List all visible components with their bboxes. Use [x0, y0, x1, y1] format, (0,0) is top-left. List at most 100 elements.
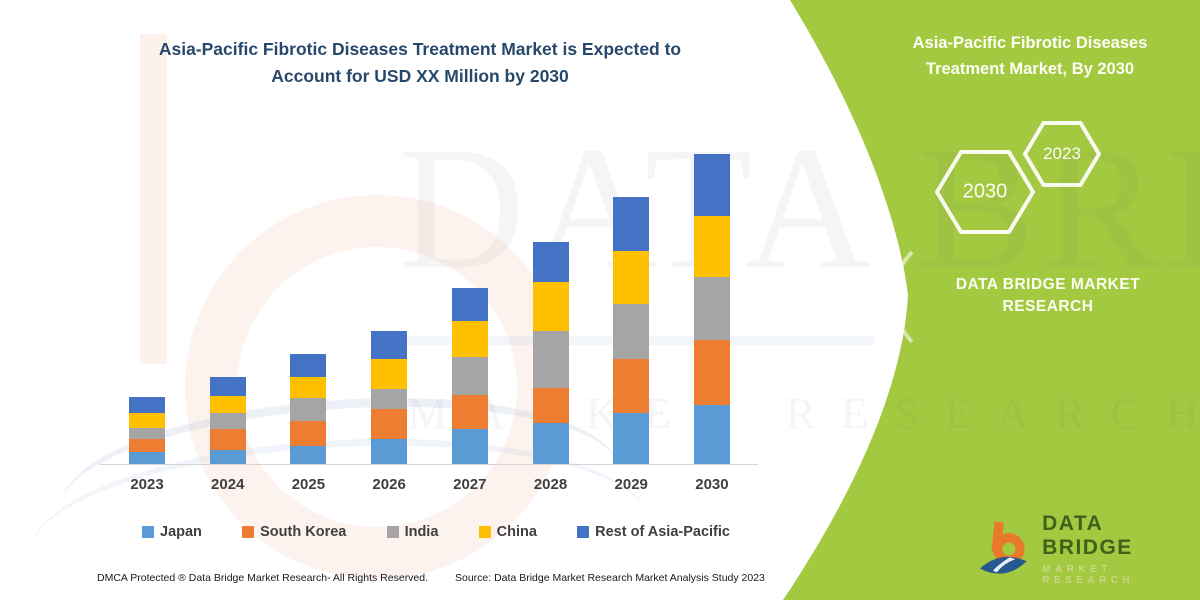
segment-india-2027 [451, 357, 488, 395]
hexagon-2030-label: 2030 [962, 180, 1008, 203]
dmca-notice: DMCA Protected ® Data Bridge Market Rese… [97, 572, 429, 584]
segment-rest-of-asia-pacific-2029 [613, 197, 650, 251]
segment-india-2023 [129, 428, 165, 439]
segment-south-korea-2025 [290, 421, 327, 446]
legend-label-rest-of-asia-pacific: Rest of Asia-Pacific [595, 524, 730, 540]
x-axis-labels: 2023 2024 2025 2026 2027 2028 2029 2030 [100, 476, 760, 493]
segment-china-2028 [532, 282, 569, 331]
legend-item-south-korea: South Korea [242, 524, 346, 540]
bar-column-2027 [442, 288, 498, 464]
side-panel-title: Asia-Pacific Fibrotic Diseases Treatment… [870, 30, 1190, 83]
segment-japan-2027 [451, 429, 488, 464]
data-bridge-logo: DATA BRIDGE MARKET RESEARCH [978, 512, 1200, 586]
segment-china-2027 [451, 321, 488, 357]
stacked-bar-2024 [209, 377, 246, 464]
stacked-bar-2027 [451, 288, 488, 464]
legend-swatch-icon-china [478, 526, 491, 538]
logo-swoosh-slit [992, 557, 1016, 573]
segment-japan-2026 [371, 439, 408, 464]
segment-china-2025 [290, 377, 327, 398]
segment-south-korea-2030 [693, 340, 730, 405]
x-axis-label-2023: 2023 [130, 476, 164, 493]
side-panel-brand-text: DATA BRIDGE MARKET RESEARCH [955, 276, 1141, 316]
chart-title-line2: Account for USD XX Million by 2030 [271, 66, 569, 87]
legend-label-china: China [496, 524, 537, 540]
segment-china-2030 [693, 216, 730, 277]
segment-rest-of-asia-pacific-2024 [209, 377, 246, 396]
hexagon-decoration [935, 121, 1101, 234]
segment-rest-of-asia-pacific-2025 [290, 354, 327, 377]
chart-legend: Japan South Korea India China Rest of Asia-P… [100, 524, 760, 540]
bar-chart-plot-area [100, 150, 760, 464]
stacked-bar-2028 [532, 242, 569, 464]
segment-south-korea-2027 [451, 395, 488, 429]
segment-south-korea-2029 [613, 359, 650, 413]
logo-sub-text: MARKET RESEARCH [1042, 564, 1135, 586]
segment-india-2025 [290, 398, 327, 421]
segment-china-2024 [209, 396, 246, 413]
segment-south-korea-2023 [129, 439, 165, 452]
segment-japan-2023 [129, 452, 165, 464]
legend-label-india: India [404, 524, 439, 540]
hexagon-2023 [1023, 121, 1101, 187]
x-axis-label-2026: 2026 [372, 476, 406, 493]
bar-column-2029 [603, 197, 659, 464]
stacked-bar-2029 [613, 197, 650, 464]
hexagon-2030 [935, 150, 1035, 234]
bar-column-2026 [361, 331, 417, 464]
legend-swatch-icon-rest-of-asia-pacific [577, 526, 590, 538]
segment-south-korea-2024 [209, 429, 246, 450]
segment-japan-2028 [532, 423, 569, 464]
segment-rest-of-asia-pacific-2028 [532, 242, 569, 282]
segment-japan-2029 [613, 413, 650, 464]
legend-label-japan: Japan [160, 524, 202, 540]
legend-swatch-icon-india [386, 526, 399, 538]
legend-item-japan: Japan [142, 524, 202, 540]
x-axis-label-2028: 2028 [533, 476, 568, 493]
data-bridge-logo-icon [979, 521, 1027, 574]
bar-column-2023 [119, 397, 175, 464]
x-axis-line [100, 464, 758, 465]
logo-text-block: DATA BRIDGE MARKET RESEARCH [1042, 512, 1200, 586]
side-panel-title-line1: Asia-Pacific Fibrotic Diseases [912, 34, 1148, 52]
segment-rest-of-asia-pacific-2023 [129, 397, 165, 413]
legend-item-rest-of-asia-pacific: Rest of Asia-Pacific [577, 524, 730, 540]
stacked-bar-2025 [290, 354, 327, 464]
segment-india-2029 [613, 304, 650, 359]
segment-rest-of-asia-pacific-2026 [371, 331, 408, 359]
segment-india-2024 [209, 413, 246, 429]
legend-swatch-icon-south-korea [242, 526, 255, 538]
segment-japan-2024 [209, 450, 246, 464]
segment-rest-of-asia-pacific-2030 [693, 154, 730, 216]
segment-rest-of-asia-pacific-2027 [451, 288, 488, 321]
segment-china-2026 [371, 359, 408, 389]
hexagon-2023-label: 2023 [1043, 144, 1081, 163]
bar-column-2030 [684, 154, 740, 464]
source-note: Source: Data Bridge Market Research Mark… [455, 572, 765, 584]
x-axis-label-2027: 2027 [453, 476, 487, 493]
legend-label-south-korea: South Korea [260, 524, 347, 540]
segment-japan-2030 [693, 405, 730, 464]
segment-india-2030 [693, 277, 730, 340]
stacked-bar-2023 [129, 397, 165, 464]
segment-south-korea-2028 [532, 388, 569, 423]
bar-column-2024 [200, 377, 256, 464]
decorative-arc [890, 250, 914, 344]
segment-china-2029 [613, 251, 650, 304]
logo-b-bowl [992, 533, 1025, 565]
stacked-bar-2030 [693, 154, 730, 464]
chart-title-line1: Asia-Pacific Fibrotic Diseases Treatment… [158, 39, 682, 59]
legend-item-india: India [386, 524, 439, 540]
segment-japan-2025 [290, 446, 327, 464]
bar-column-2025 [280, 354, 336, 464]
segment-india-2028 [532, 331, 569, 388]
logo-name-text: DATA BRIDGE [1042, 512, 1133, 559]
legend-item-china: China [478, 524, 537, 540]
segment-india-2026 [371, 389, 408, 409]
side-panel-title-line2: Treatment Market, By 2030 [925, 60, 1135, 79]
x-axis-label-2029: 2029 [614, 476, 648, 493]
bar-column-2028 [523, 242, 579, 464]
x-axis-label-2025: 2025 [291, 476, 326, 493]
stacked-bar-2026 [371, 331, 408, 464]
